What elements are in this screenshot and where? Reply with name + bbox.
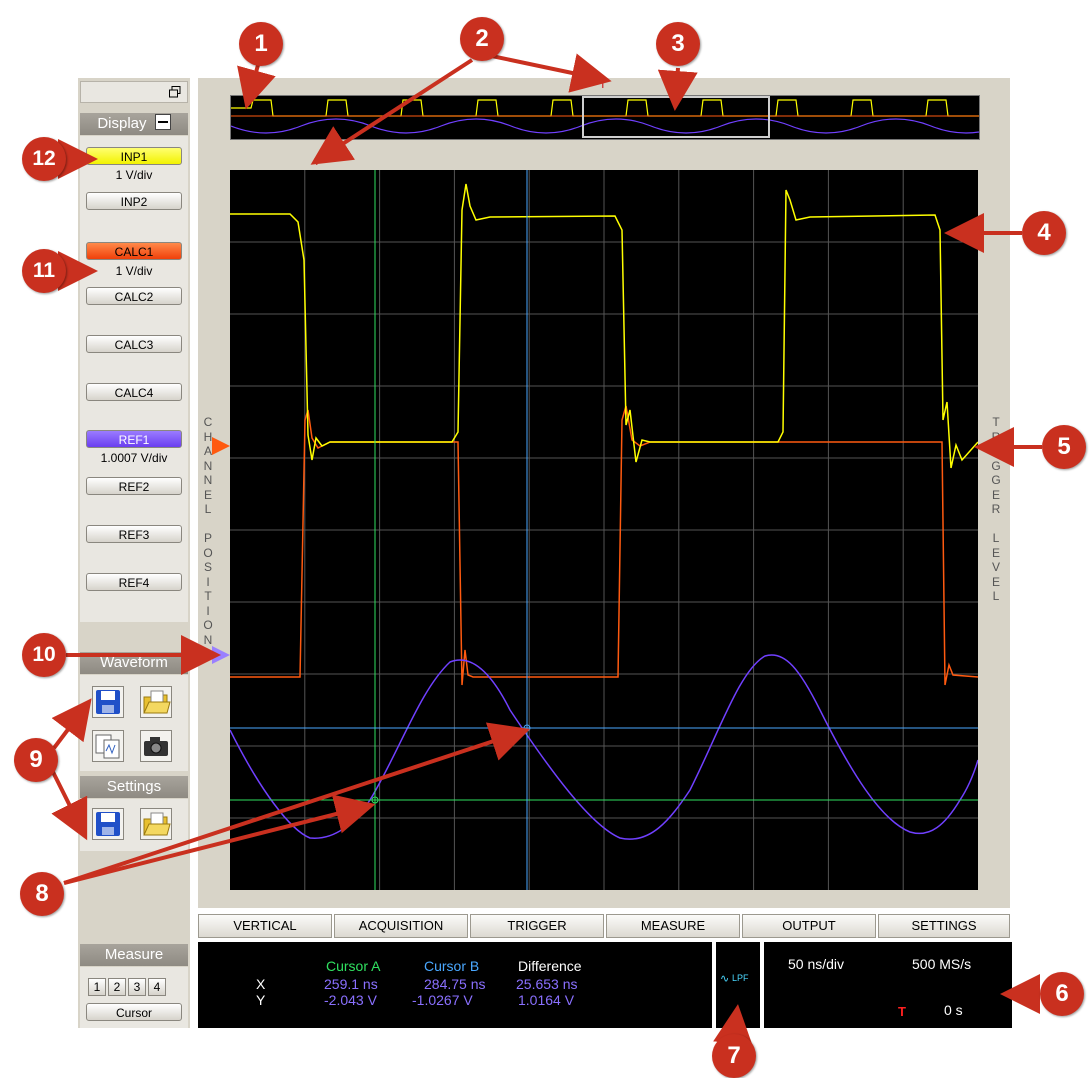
channel-vdiv-ref1: 1.0007 V/div: [100, 451, 168, 465]
channel-button-ref1[interactable]: REF1: [86, 430, 182, 448]
time-per-div: 50 ns/div: [788, 956, 845, 972]
screenshot-button[interactable]: [140, 730, 172, 762]
inp1-trace: [230, 183, 979, 469]
lpf-label: LPF: [732, 973, 749, 983]
difference-x: 25.653 ns: [516, 976, 578, 992]
x-row-label: X: [256, 976, 266, 992]
tab-acquisition[interactable]: ACQUISITION: [334, 914, 468, 938]
measure-button-4[interactable]: 4: [148, 978, 166, 996]
channel-button-inp2[interactable]: INP2: [86, 192, 182, 210]
cursor-button[interactable]: Cursor: [86, 1003, 182, 1021]
timebase-panel: 50 ns/div 500 MS/s T 0 s: [764, 942, 1012, 1028]
cursor-a-x: 259.1 ns: [324, 976, 378, 992]
calc1-trace: [230, 405, 979, 686]
calc1-position-marker[interactable]: [212, 437, 230, 455]
floppy-disk-icon: [96, 812, 120, 836]
annotation-badge-4: 4: [1022, 211, 1066, 255]
measure-button-1[interactable]: 1: [88, 978, 106, 996]
difference-y: 1.0164 V: [518, 992, 575, 1008]
annotation-badge-12: 12: [22, 137, 66, 181]
tab-settings[interactable]: SETTINGS: [878, 914, 1010, 938]
cursor-readout: Cursor A Cursor B Difference X Y 259.1 n…: [198, 942, 712, 1028]
cursor-a-header: Cursor A: [326, 958, 381, 974]
tab-output[interactable]: OUTPUT: [742, 914, 876, 938]
channel-button-calc3[interactable]: CALC3: [86, 335, 182, 353]
copy-waveform-button[interactable]: [92, 730, 124, 762]
waveform-display: [229, 170, 979, 890]
cursor-b-y: -1.0267 V: [412, 992, 473, 1008]
tab-vertical[interactable]: VERTICAL: [198, 914, 332, 938]
settings-section-header: Settings: [80, 776, 188, 798]
channel-button-calc2[interactable]: CALC2: [86, 287, 182, 305]
measure-section-header: Measure: [80, 944, 188, 966]
waveform-section-header: Waveform: [80, 652, 188, 674]
annotation-badge-2: 2: [460, 17, 504, 61]
annotation-badge-5: 5: [1042, 425, 1086, 469]
channel-button-ref3[interactable]: REF3: [86, 525, 182, 543]
y-row-label: Y: [256, 992, 266, 1008]
channel-button-ref2[interactable]: REF2: [86, 477, 182, 495]
collapse-icon[interactable]: [154, 114, 171, 130]
copy-waveform-icon: [95, 734, 120, 759]
annotation-badge-6: 6: [1040, 972, 1084, 1016]
open-settings-button[interactable]: [140, 808, 172, 840]
panel-float-button[interactable]: [80, 81, 188, 103]
channel-button-inp1[interactable]: INP1: [86, 147, 182, 165]
sample-rate: 500 MS/s: [912, 956, 972, 972]
save-settings-button[interactable]: [92, 808, 124, 840]
channel-button-ref4[interactable]: REF4: [86, 573, 182, 591]
annotation-badge-10: 10: [22, 633, 66, 677]
oscilloscope-screen[interactable]: [229, 170, 979, 890]
annotation-badge-1: 1: [239, 22, 283, 66]
lowpass-filter-icon: ∿: [720, 973, 730, 985]
annotation-badge-11: 11: [22, 249, 66, 293]
annotation-badge-7: 7: [712, 1034, 756, 1078]
floppy-disk-icon: [96, 690, 120, 714]
display-header-label: Display: [97, 115, 147, 132]
cursor-a-y: -2.043 V: [324, 992, 377, 1008]
annotation-badge-3: 3: [656, 22, 700, 66]
channel-vdiv-calc1: 1 V/div: [115, 264, 153, 278]
open-folder-icon: [143, 690, 171, 714]
channel-button-calc1[interactable]: CALC1: [86, 242, 182, 260]
trigger-delay: 0 s: [944, 1002, 963, 1018]
channel-vdiv-inp1: 1 V/div: [115, 168, 153, 182]
display-section-header: Display: [80, 113, 188, 135]
measure-button-3[interactable]: 3: [128, 978, 146, 996]
camera-icon: [144, 737, 168, 756]
open-waveform-button[interactable]: [140, 686, 172, 718]
trigger-delay-symbol: T: [898, 1004, 906, 1019]
save-waveform-button[interactable]: [92, 686, 124, 718]
open-folder-icon: [143, 812, 171, 836]
measure-button-2[interactable]: 2: [108, 978, 126, 996]
difference-header: Difference: [518, 958, 582, 974]
restore-window-icon: [169, 86, 181, 98]
tab-measure[interactable]: MEASURE: [606, 914, 740, 938]
annotation-badge-9: 9: [14, 738, 58, 782]
cursor-b-x: 284.75 ns: [424, 976, 486, 992]
cursor-b-header: Cursor B: [424, 958, 480, 974]
annotation-badge-8: 8: [20, 872, 64, 916]
channel-button-calc4[interactable]: CALC4: [86, 383, 182, 401]
tab-trigger[interactable]: TRIGGER: [470, 914, 604, 938]
